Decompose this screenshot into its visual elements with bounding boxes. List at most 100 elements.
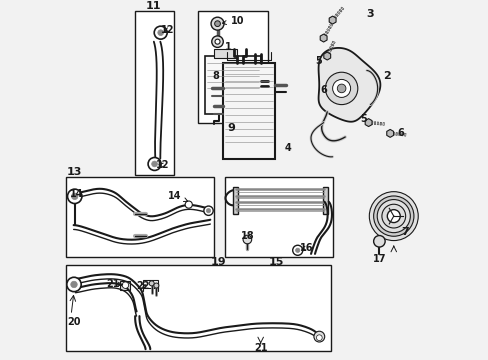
Polygon shape	[327, 49, 331, 51]
Polygon shape	[320, 34, 326, 42]
Polygon shape	[331, 18, 334, 21]
Polygon shape	[368, 121, 369, 124]
Text: 10: 10	[222, 16, 244, 26]
Text: 2: 2	[382, 71, 389, 81]
Text: 22: 22	[136, 280, 149, 291]
Polygon shape	[326, 51, 330, 54]
Text: 6: 6	[397, 128, 404, 138]
Polygon shape	[336, 12, 340, 14]
Circle shape	[158, 30, 163, 36]
Polygon shape	[333, 16, 336, 19]
Polygon shape	[329, 24, 332, 26]
Text: 5: 5	[314, 57, 321, 67]
Text: 16: 16	[299, 243, 313, 253]
Circle shape	[376, 199, 409, 233]
Polygon shape	[327, 26, 331, 29]
Bar	[120, 281, 130, 290]
Circle shape	[373, 196, 413, 236]
Text: 7: 7	[401, 227, 408, 237]
Text: 3: 3	[365, 9, 373, 19]
Polygon shape	[392, 132, 394, 135]
Circle shape	[214, 21, 220, 27]
Circle shape	[316, 335, 322, 341]
Polygon shape	[323, 33, 326, 36]
Circle shape	[386, 210, 400, 222]
Text: 5: 5	[359, 114, 366, 124]
Circle shape	[243, 235, 251, 244]
Polygon shape	[395, 132, 397, 135]
Polygon shape	[318, 48, 380, 122]
Circle shape	[122, 282, 128, 288]
Bar	[204, 56, 260, 114]
Text: 13: 13	[66, 167, 81, 177]
Circle shape	[148, 157, 161, 170]
Text: 6: 6	[320, 85, 326, 95]
Text: 1: 1	[224, 42, 231, 52]
Polygon shape	[376, 122, 378, 125]
Polygon shape	[331, 41, 335, 44]
Circle shape	[211, 17, 224, 30]
Circle shape	[206, 208, 210, 213]
Polygon shape	[379, 122, 381, 125]
Circle shape	[381, 204, 405, 228]
Text: 11: 11	[146, 1, 161, 12]
Circle shape	[295, 248, 299, 252]
Polygon shape	[398, 133, 400, 136]
Circle shape	[71, 281, 77, 288]
Circle shape	[313, 331, 324, 342]
Bar	[143, 280, 158, 288]
Bar	[322, 186, 327, 214]
Bar	[66, 265, 330, 351]
Polygon shape	[404, 133, 405, 136]
Polygon shape	[325, 54, 328, 57]
Polygon shape	[323, 52, 330, 60]
Circle shape	[67, 277, 81, 292]
Text: 14: 14	[167, 190, 187, 202]
Circle shape	[337, 84, 345, 93]
Bar	[213, 49, 237, 58]
Polygon shape	[370, 121, 372, 125]
Text: 15: 15	[268, 257, 284, 267]
Circle shape	[149, 281, 154, 286]
Polygon shape	[328, 16, 335, 24]
Text: 12: 12	[156, 160, 169, 170]
Text: 8: 8	[212, 71, 219, 81]
Polygon shape	[365, 119, 371, 127]
Polygon shape	[382, 122, 384, 125]
Circle shape	[215, 39, 220, 44]
Text: 20: 20	[67, 317, 81, 327]
Circle shape	[71, 193, 78, 199]
Bar	[223, 63, 275, 158]
Text: 18: 18	[240, 231, 254, 241]
Bar	[197, 11, 267, 123]
Circle shape	[203, 206, 213, 215]
Circle shape	[211, 36, 223, 48]
Text: 4: 4	[284, 143, 290, 153]
Circle shape	[67, 189, 82, 203]
Polygon shape	[326, 28, 329, 31]
Polygon shape	[330, 44, 333, 46]
Text: 21: 21	[106, 279, 122, 289]
Polygon shape	[329, 46, 332, 49]
Circle shape	[332, 80, 350, 98]
Bar	[232, 186, 238, 214]
Circle shape	[154, 26, 167, 39]
Polygon shape	[335, 14, 338, 17]
Polygon shape	[373, 122, 375, 125]
Circle shape	[154, 283, 159, 288]
Bar	[224, 176, 332, 257]
Polygon shape	[386, 130, 393, 137]
Text: 19: 19	[210, 257, 226, 267]
Bar	[135, 11, 174, 175]
Circle shape	[368, 192, 417, 240]
Polygon shape	[325, 31, 328, 34]
Circle shape	[151, 161, 157, 167]
Text: 14: 14	[70, 189, 83, 199]
Text: 9: 9	[226, 123, 234, 133]
Polygon shape	[340, 7, 343, 10]
Text: 12: 12	[161, 25, 174, 35]
Polygon shape	[338, 9, 342, 12]
Circle shape	[292, 245, 302, 255]
Circle shape	[185, 201, 192, 208]
Text: 21: 21	[253, 343, 267, 354]
